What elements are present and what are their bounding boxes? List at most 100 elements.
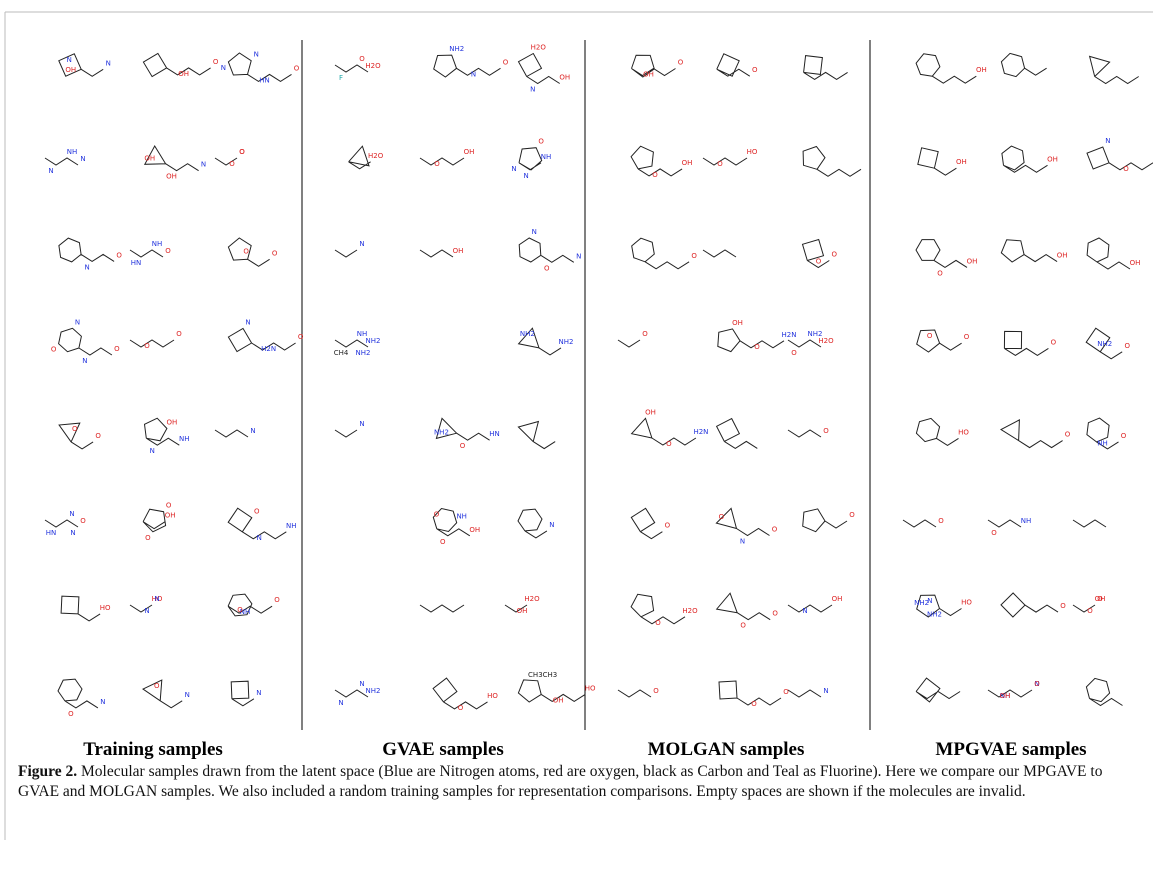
atom-label: O: [655, 619, 661, 627]
atom-label: OH: [1000, 692, 1011, 700]
atom-label: NH: [541, 153, 552, 161]
atom-label: O: [440, 538, 446, 546]
atom-label: N: [1034, 680, 1039, 688]
atom-label: O: [1121, 432, 1127, 440]
atom-label: NH: [1021, 517, 1032, 525]
molecule-bonds: [787, 689, 822, 698]
atom-label: N: [576, 252, 581, 260]
molecule-bonds: [433, 54, 501, 78]
molecule-bonds: [631, 237, 690, 270]
panel-title: MOLGAN samples: [648, 739, 805, 760]
atom-label: O: [116, 251, 122, 259]
atom-label: NH: [152, 240, 163, 248]
atom-label: H2O: [368, 152, 384, 160]
atom-label: O: [229, 160, 235, 168]
molecule-bonds: [44, 519, 79, 528]
molecule-bonds: [987, 519, 1022, 528]
atom-label: O: [816, 258, 822, 266]
atom-label: HO: [747, 148, 758, 156]
molecule-bonds: [435, 417, 490, 441]
atom-label: OH: [832, 595, 843, 603]
atom-label: O: [176, 330, 182, 338]
molecule-bonds: [230, 680, 255, 707]
atom-label: N: [70, 529, 75, 537]
caption-frame: [4, 760, 6, 840]
atom-label: O: [1051, 338, 1057, 346]
molecule-bonds: [517, 508, 548, 539]
molecule-bonds: [432, 507, 471, 537]
atom-label: N: [144, 607, 149, 615]
atom-label: NH: [456, 513, 467, 521]
atom-label: O: [72, 425, 78, 433]
molecule-bonds: [334, 249, 358, 258]
atom-label: OH: [732, 319, 743, 327]
molecule-bonds: [227, 237, 270, 267]
atom-label: O: [783, 688, 789, 696]
atom-label: N: [359, 240, 364, 248]
molecule-bonds: [1085, 677, 1123, 707]
atom-label: O: [691, 252, 697, 260]
atom-label: N: [185, 691, 190, 699]
atom-label: OH: [956, 158, 967, 166]
molecule-bonds: [1085, 327, 1123, 360]
atom-label: O: [80, 517, 86, 525]
molecule-bonds: [60, 595, 101, 622]
atom-label: OH: [976, 66, 987, 74]
atom-label: N: [471, 70, 476, 78]
atom-label: N: [802, 607, 807, 615]
molecule-bonds: [715, 507, 770, 537]
molecule-bonds: [348, 145, 371, 170]
molecule-bonds: [987, 689, 1033, 698]
molecule-bonds: [334, 429, 358, 438]
atom-label: OH: [682, 159, 693, 167]
atom-label: CH3CH3: [528, 671, 557, 679]
molecule-bonds: [58, 53, 104, 77]
atom-label: NH2: [366, 337, 381, 345]
molecule-bonds: [715, 592, 771, 621]
molecule-bonds: [702, 249, 737, 258]
atom-label: O: [144, 342, 150, 350]
atom-label: NH2: [927, 610, 942, 618]
atom-label: HO: [100, 604, 111, 612]
atom-label: H2N: [781, 331, 796, 339]
atom-label: O: [460, 442, 466, 450]
molecule-bonds: [631, 54, 676, 78]
atom-label: F: [339, 74, 343, 82]
atom-label: N: [740, 538, 745, 546]
molecule-bonds: [802, 508, 848, 533]
caption-text: Molecular samples drawn from the latent …: [18, 763, 1103, 800]
atom-label: O: [503, 58, 509, 66]
atom-label: O: [642, 330, 648, 338]
atom-label: N: [106, 59, 111, 67]
molecule-bonds: [143, 145, 199, 172]
molecule-bonds: [718, 680, 782, 706]
atom-label: H2O: [365, 62, 381, 70]
molecule-bonds: [58, 327, 113, 356]
atom-label: O: [538, 138, 544, 146]
atom-label: O: [272, 249, 278, 257]
molecule-bonds: [129, 249, 164, 258]
molecule-bonds: [1088, 55, 1139, 85]
molecule-bonds: [915, 417, 959, 446]
molecule-bonds: [1086, 237, 1131, 270]
molecule-bonds: [915, 677, 961, 703]
atom-label: NH: [286, 522, 297, 530]
molecule-bonds: [129, 604, 153, 613]
molecule-bonds: [141, 679, 183, 709]
molecule-bonds: [1001, 145, 1048, 173]
molecule-bonds: [58, 237, 115, 263]
molecule-bonds: [630, 507, 663, 540]
molecule-bonds: [504, 604, 528, 613]
atom-label: OH: [165, 512, 176, 520]
atom-label: O: [237, 606, 243, 614]
atom-label: NH2: [914, 599, 929, 607]
molecule-bonds: [999, 419, 1063, 449]
atom-label: NH2: [559, 338, 574, 346]
atom-label: O: [166, 502, 172, 510]
atom-label: O: [154, 682, 160, 690]
atom-label: OH: [553, 696, 564, 704]
atom-label: HO: [585, 684, 596, 692]
atom-label: O: [653, 687, 659, 695]
atom-label: N: [80, 155, 85, 163]
atom-label: O: [652, 171, 658, 179]
